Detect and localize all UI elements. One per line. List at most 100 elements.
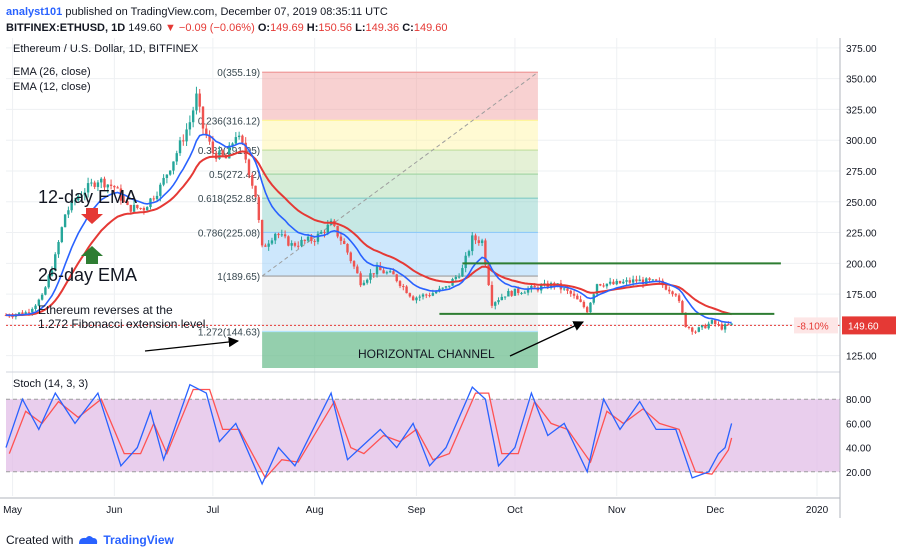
candle[interactable] xyxy=(260,220,264,246)
candle[interactable] xyxy=(654,279,658,281)
candle[interactable] xyxy=(707,323,710,329)
candle[interactable] xyxy=(70,200,73,211)
candle[interactable] xyxy=(237,135,241,138)
candle[interactable] xyxy=(63,214,67,228)
candle[interactable] xyxy=(175,153,178,162)
candle[interactable] xyxy=(31,308,34,313)
candle[interactable] xyxy=(723,324,727,330)
candle[interactable] xyxy=(100,178,103,183)
candle[interactable] xyxy=(579,299,582,302)
candle[interactable] xyxy=(418,296,421,298)
candle[interactable] xyxy=(631,279,635,283)
candle[interactable] xyxy=(152,198,155,200)
candle[interactable] xyxy=(566,288,569,291)
candle[interactable] xyxy=(494,302,497,306)
candle[interactable] xyxy=(471,235,474,252)
candle[interactable] xyxy=(714,320,717,325)
candle[interactable] xyxy=(599,284,602,286)
candle[interactable] xyxy=(530,285,533,290)
candle[interactable] xyxy=(717,324,720,326)
candle[interactable] xyxy=(208,135,211,142)
candle[interactable] xyxy=(201,106,205,129)
candle[interactable] xyxy=(687,326,691,328)
candle[interactable] xyxy=(274,233,277,241)
candle[interactable] xyxy=(533,285,536,288)
candle[interactable] xyxy=(17,312,21,315)
candle[interactable] xyxy=(589,302,592,313)
candle[interactable] xyxy=(198,93,201,107)
candle[interactable] xyxy=(704,325,707,329)
candle[interactable] xyxy=(218,150,221,159)
candle[interactable] xyxy=(123,200,126,202)
candle[interactable] xyxy=(349,252,352,262)
candle[interactable] xyxy=(641,279,645,285)
candle[interactable] xyxy=(691,327,694,332)
candle[interactable] xyxy=(300,239,303,246)
candle[interactable] xyxy=(668,289,671,292)
candle[interactable] xyxy=(159,184,162,196)
candle[interactable] xyxy=(277,233,280,236)
candle[interactable] xyxy=(103,178,106,188)
candle[interactable] xyxy=(602,285,605,287)
candle[interactable] xyxy=(510,290,513,296)
candle[interactable] xyxy=(346,243,349,253)
candle[interactable] xyxy=(454,276,458,280)
candle[interactable] xyxy=(113,185,116,188)
candle[interactable] xyxy=(37,299,41,306)
candle[interactable] xyxy=(372,273,375,275)
candle[interactable] xyxy=(182,140,185,142)
candle[interactable] xyxy=(316,233,320,242)
candle[interactable] xyxy=(195,93,198,111)
candle[interactable] xyxy=(73,200,77,202)
candle[interactable] xyxy=(684,312,687,327)
candle[interactable] xyxy=(293,243,297,246)
candle[interactable] xyxy=(720,324,723,330)
candle[interactable] xyxy=(297,245,300,247)
candle[interactable] xyxy=(257,197,261,221)
candle[interactable] xyxy=(388,271,392,273)
candle[interactable] xyxy=(457,276,461,278)
candle[interactable] xyxy=(132,204,136,212)
candle[interactable] xyxy=(136,204,139,208)
candle[interactable] xyxy=(40,294,44,300)
candle[interactable] xyxy=(375,265,379,275)
candle[interactable] xyxy=(648,278,651,281)
candle[interactable] xyxy=(487,264,490,286)
candle[interactable] xyxy=(211,141,215,154)
candle[interactable] xyxy=(306,236,310,241)
candle[interactable] xyxy=(221,150,224,156)
candle[interactable] xyxy=(96,182,100,187)
candle[interactable] xyxy=(27,312,31,314)
candle[interactable] xyxy=(188,122,192,130)
candle[interactable] xyxy=(251,175,254,186)
candle[interactable] xyxy=(730,323,733,325)
candle[interactable] xyxy=(313,240,316,242)
candle[interactable] xyxy=(145,207,149,211)
candle[interactable] xyxy=(697,327,701,332)
candle[interactable] xyxy=(431,293,435,296)
candle[interactable] xyxy=(116,187,119,189)
candle[interactable] xyxy=(54,254,57,271)
candle[interactable] xyxy=(421,294,425,297)
candle[interactable] xyxy=(727,324,730,326)
candle[interactable] xyxy=(67,210,70,215)
candle[interactable] xyxy=(326,224,329,233)
candle[interactable] xyxy=(392,271,395,275)
candle[interactable] xyxy=(572,293,576,296)
candle[interactable] xyxy=(385,272,389,274)
candle[interactable] xyxy=(270,240,274,244)
candle[interactable] xyxy=(50,270,54,276)
candle[interactable] xyxy=(362,282,366,286)
candle[interactable] xyxy=(310,236,313,241)
candle[interactable] xyxy=(503,296,507,298)
candle[interactable] xyxy=(247,159,251,176)
candle[interactable] xyxy=(191,110,195,123)
candle[interactable] xyxy=(474,235,477,241)
candle[interactable] xyxy=(47,275,50,288)
candle[interactable] xyxy=(162,177,165,185)
tradingview-brand[interactable]: TradingView xyxy=(103,533,174,547)
candle[interactable] xyxy=(526,289,530,293)
candle[interactable] xyxy=(569,290,572,294)
candle[interactable] xyxy=(651,279,655,281)
candle[interactable] xyxy=(356,266,359,274)
